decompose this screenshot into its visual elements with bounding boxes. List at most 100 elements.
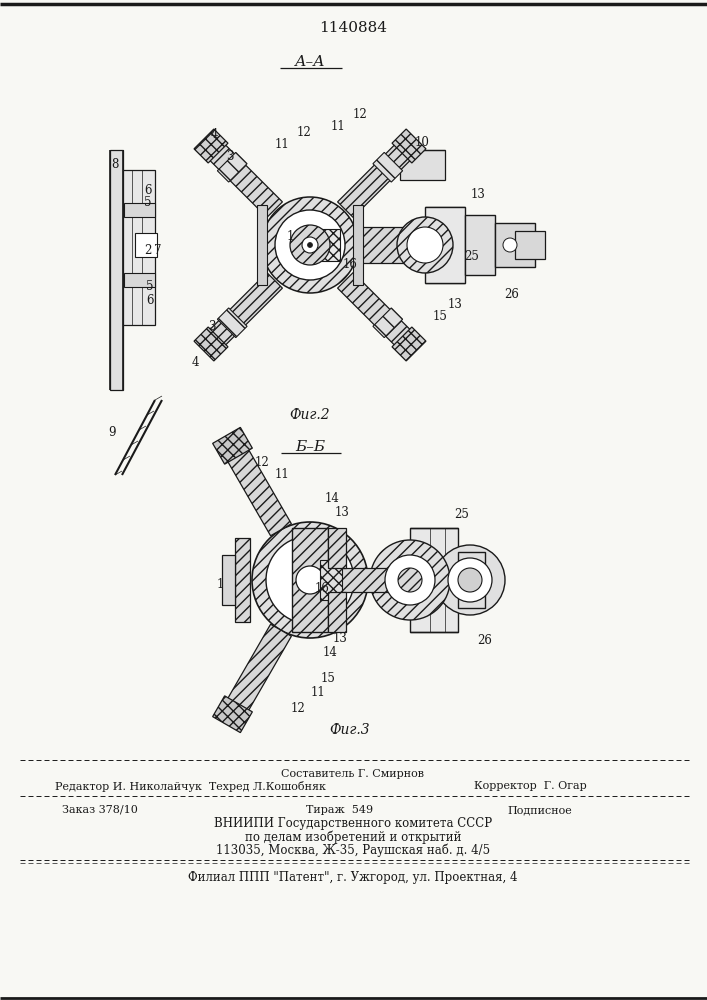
Circle shape bbox=[370, 540, 450, 620]
Polygon shape bbox=[358, 227, 425, 263]
Polygon shape bbox=[495, 223, 535, 267]
Polygon shape bbox=[203, 273, 282, 352]
Polygon shape bbox=[235, 538, 250, 622]
Text: 25: 25 bbox=[464, 250, 479, 263]
Polygon shape bbox=[320, 560, 342, 600]
Polygon shape bbox=[392, 129, 426, 163]
Bar bbox=[324, 568, 424, 592]
Polygon shape bbox=[203, 138, 282, 217]
Text: 5: 5 bbox=[146, 280, 153, 294]
Polygon shape bbox=[213, 696, 252, 733]
Text: 16: 16 bbox=[343, 258, 358, 271]
Text: 4: 4 bbox=[192, 357, 199, 369]
Text: 26: 26 bbox=[505, 288, 520, 302]
Text: Редактор И. Николайчук  Техред Л.Кошобняк: Редактор И. Николайчук Техред Л.Кошобняк bbox=[54, 780, 325, 792]
Text: Подписное: Подписное bbox=[508, 805, 573, 815]
Bar bbox=[257, 205, 267, 285]
Text: 11: 11 bbox=[331, 120, 346, 133]
Text: 14: 14 bbox=[322, 646, 337, 658]
Circle shape bbox=[296, 566, 324, 594]
Polygon shape bbox=[194, 129, 228, 163]
Text: 12: 12 bbox=[353, 108, 368, 121]
Polygon shape bbox=[217, 308, 247, 338]
Polygon shape bbox=[410, 528, 458, 632]
Bar bbox=[292, 528, 328, 632]
Polygon shape bbox=[392, 327, 426, 361]
Text: 26: 26 bbox=[477, 634, 493, 647]
Circle shape bbox=[385, 555, 435, 605]
Text: 8: 8 bbox=[111, 158, 119, 172]
Circle shape bbox=[398, 568, 422, 592]
Circle shape bbox=[266, 536, 354, 624]
Text: Заказ 378/10: Заказ 378/10 bbox=[62, 805, 138, 815]
Circle shape bbox=[275, 210, 345, 280]
Text: 13: 13 bbox=[332, 632, 347, 645]
Circle shape bbox=[448, 558, 492, 602]
Text: 14: 14 bbox=[325, 491, 339, 504]
Text: 3: 3 bbox=[209, 320, 216, 334]
Text: 2: 2 bbox=[144, 243, 152, 256]
Polygon shape bbox=[337, 273, 416, 352]
Text: 11: 11 bbox=[274, 138, 289, 151]
Text: Тираж  549: Тираж 549 bbox=[306, 805, 373, 815]
Polygon shape bbox=[373, 308, 402, 338]
Text: 6: 6 bbox=[146, 294, 153, 306]
Text: Составитель Г. Смирнов: Составитель Г. Смирнов bbox=[281, 769, 424, 779]
Polygon shape bbox=[400, 150, 445, 180]
Circle shape bbox=[290, 225, 330, 265]
Polygon shape bbox=[337, 138, 416, 217]
Polygon shape bbox=[110, 150, 123, 390]
Polygon shape bbox=[217, 152, 247, 182]
Polygon shape bbox=[222, 555, 235, 605]
Polygon shape bbox=[213, 427, 252, 464]
Polygon shape bbox=[124, 203, 155, 217]
Text: Фиг.3: Фиг.3 bbox=[329, 723, 370, 737]
Polygon shape bbox=[458, 552, 485, 608]
Text: 1140884: 1140884 bbox=[319, 21, 387, 35]
Polygon shape bbox=[515, 231, 545, 259]
Circle shape bbox=[458, 568, 482, 592]
Text: 1: 1 bbox=[286, 231, 293, 243]
Circle shape bbox=[435, 545, 505, 615]
Circle shape bbox=[503, 238, 517, 252]
Polygon shape bbox=[318, 229, 340, 261]
Polygon shape bbox=[194, 327, 228, 361]
Polygon shape bbox=[425, 207, 465, 283]
Circle shape bbox=[302, 237, 318, 253]
Text: 3: 3 bbox=[226, 150, 234, 163]
Polygon shape bbox=[124, 273, 155, 287]
Text: А–А: А–А bbox=[295, 55, 325, 69]
Text: Филиал ППП "Патент", г. Ужгород, ул. Проектная, 4: Филиал ППП "Патент", г. Ужгород, ул. Про… bbox=[188, 870, 518, 884]
Text: 11: 11 bbox=[274, 468, 289, 482]
Text: 9: 9 bbox=[108, 426, 116, 440]
Text: 5: 5 bbox=[144, 196, 152, 210]
Circle shape bbox=[262, 197, 358, 293]
Text: 4: 4 bbox=[210, 128, 218, 141]
Text: 10: 10 bbox=[414, 136, 429, 149]
Bar bbox=[328, 528, 346, 568]
Polygon shape bbox=[222, 624, 291, 720]
Text: ВНИИПИ Государственного комитета СССР: ВНИИПИ Государственного комитета СССР bbox=[214, 818, 492, 830]
Bar bbox=[135, 233, 157, 257]
Text: 6: 6 bbox=[144, 184, 152, 196]
Text: 25: 25 bbox=[455, 508, 469, 522]
Text: 16: 16 bbox=[315, 582, 329, 594]
Text: 7: 7 bbox=[154, 243, 162, 256]
Text: 12: 12 bbox=[255, 456, 269, 468]
Text: 12: 12 bbox=[291, 702, 305, 714]
Text: 13: 13 bbox=[448, 298, 462, 312]
Polygon shape bbox=[373, 152, 402, 182]
Text: 11: 11 bbox=[310, 686, 325, 698]
Circle shape bbox=[252, 522, 368, 638]
Text: 12: 12 bbox=[297, 126, 311, 139]
Text: 1: 1 bbox=[216, 578, 223, 591]
Circle shape bbox=[308, 242, 312, 247]
Text: 13: 13 bbox=[334, 506, 349, 518]
Circle shape bbox=[407, 227, 443, 263]
Bar bbox=[353, 205, 363, 285]
Polygon shape bbox=[222, 440, 291, 536]
Polygon shape bbox=[123, 170, 155, 325]
Text: 113035, Москва, Ж-35, Раушская наб. д. 4/5: 113035, Москва, Ж-35, Раушская наб. д. 4… bbox=[216, 843, 490, 857]
Text: 13: 13 bbox=[471, 188, 486, 202]
Text: Корректор  Г. Огар: Корректор Г. Огар bbox=[474, 781, 586, 791]
